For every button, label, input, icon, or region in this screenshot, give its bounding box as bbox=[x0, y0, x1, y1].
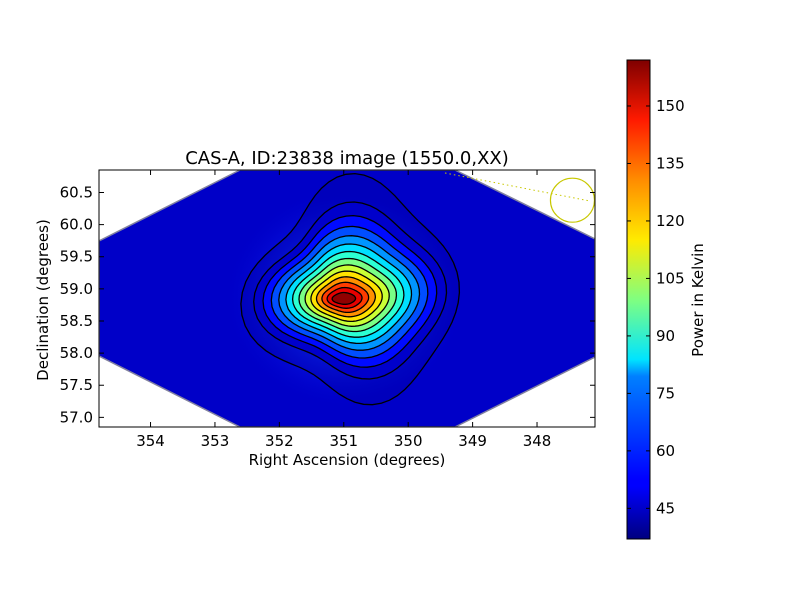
contour-line bbox=[304, 264, 390, 327]
colorbar-tick-label: 45 bbox=[656, 499, 675, 517]
x-tick-label: 350 bbox=[394, 432, 423, 450]
colorbar-tick-label: 75 bbox=[656, 384, 675, 402]
x-axis-ticks: 354 353 352 351 350 349 348 bbox=[136, 170, 551, 450]
colorbar-tick-label: 150 bbox=[656, 97, 685, 115]
y-axis-ticks: 57.0 57.5 58.0 58.5 59.0 59.5 60.0 60.5 bbox=[60, 183, 595, 426]
contour-line bbox=[253, 201, 448, 380]
contour-line bbox=[310, 270, 383, 323]
contour-line bbox=[321, 281, 370, 314]
colorbar-label: Power in Kelvin bbox=[689, 243, 707, 357]
y-tick-label: 58.5 bbox=[60, 312, 93, 330]
y-tick-label: 59.0 bbox=[60, 280, 93, 298]
colorbar-tick-label: 60 bbox=[656, 442, 675, 460]
x-tick-label: 349 bbox=[458, 432, 487, 450]
contour-line bbox=[262, 214, 438, 368]
y-tick-label: 57.5 bbox=[60, 376, 93, 394]
contour-line bbox=[278, 235, 421, 351]
heatmap-level bbox=[332, 292, 356, 305]
x-tick-label: 353 bbox=[201, 432, 230, 450]
x-tick-label: 351 bbox=[329, 432, 358, 450]
contour-line bbox=[285, 243, 413, 345]
chart-title: CAS-A, ID:23838 image (1550.0,XX) bbox=[185, 148, 509, 169]
contour-line bbox=[298, 257, 398, 333]
colorbar-tick-label: 135 bbox=[656, 154, 685, 172]
y-tick-label: 58.0 bbox=[60, 344, 93, 362]
colorbar-ticks: 45 60 75 90 105 120 135 150 bbox=[627, 97, 685, 517]
y-tick-label: 59.5 bbox=[60, 248, 93, 266]
colorbar-tick-label: 120 bbox=[656, 212, 685, 230]
colorbar-gradient bbox=[626, 59, 651, 540]
image-axes: 354 353 352 351 350 349 348 57.0 57.5 58.0 58.5 59… bbox=[34, 148, 596, 469]
contour-line bbox=[326, 286, 363, 309]
y-tick-label: 60.0 bbox=[60, 216, 93, 234]
colorbar-tick-label: 90 bbox=[656, 327, 675, 345]
contour-lines bbox=[240, 172, 461, 406]
y-axis-label: Declination (degrees) bbox=[34, 219, 52, 381]
x-tick-label: 352 bbox=[265, 432, 294, 450]
axes-frame bbox=[98, 169, 596, 428]
y-tick-label: 60.5 bbox=[60, 183, 93, 201]
beam-marker bbox=[549, 177, 595, 223]
x-tick-label: 348 bbox=[523, 432, 552, 450]
y-tick-label: 57.0 bbox=[60, 408, 93, 426]
colorbar: 45 60 75 90 105 120 135 150 Power in Kelvin bbox=[626, 59, 707, 540]
x-axis-label: Right Ascension (degrees) bbox=[249, 451, 446, 469]
colorbar-tick-label: 105 bbox=[656, 269, 685, 287]
contour-line bbox=[291, 250, 405, 338]
x-tick-label: 354 bbox=[136, 432, 165, 450]
contour-line bbox=[270, 225, 429, 359]
contour-line bbox=[315, 276, 377, 318]
contour-line bbox=[240, 172, 461, 406]
contour-line bbox=[331, 291, 357, 305]
